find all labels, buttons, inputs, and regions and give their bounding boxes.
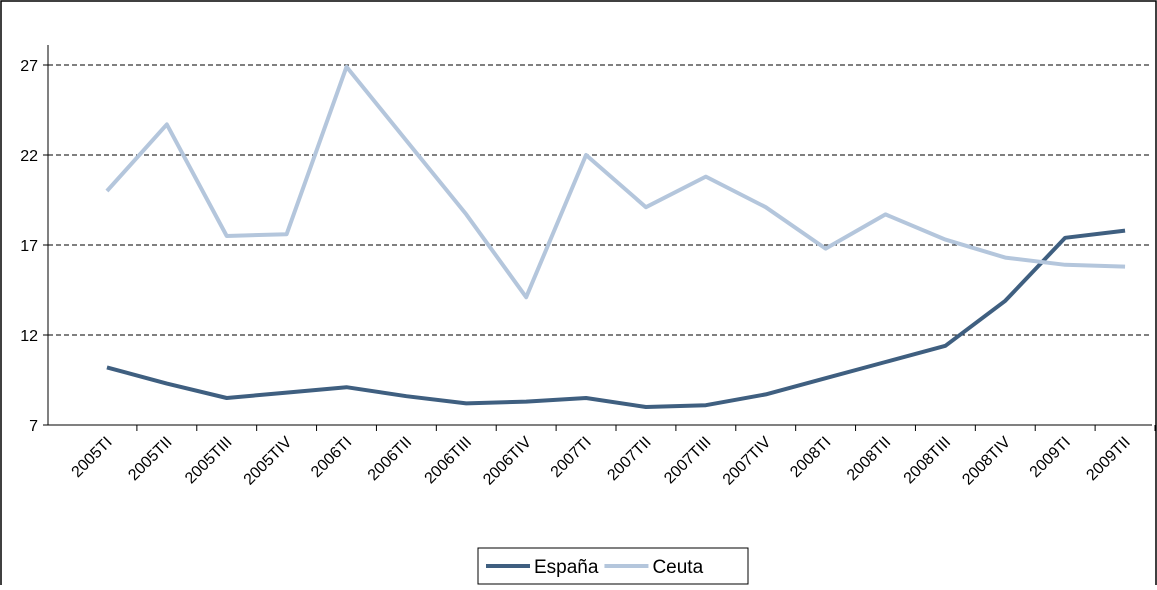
- y-tick-label: 27: [20, 58, 38, 75]
- x-tick-label: 2005TI: [69, 434, 116, 481]
- x-tick-label: 2007TI: [548, 434, 595, 481]
- legend-label: Ceuta: [652, 557, 703, 578]
- x-tick-label: 2009TI: [1027, 434, 1074, 481]
- y-tick-label: 12: [20, 328, 38, 345]
- x-tick-label: 2007TIII: [661, 434, 715, 488]
- x-tick-label: 2008TI: [787, 434, 834, 481]
- x-tick-label: 2006TIII: [422, 434, 476, 488]
- x-tick-label: 2006TI: [308, 434, 355, 481]
- legend-label: España: [534, 557, 599, 578]
- y-tick-label: 7: [29, 418, 38, 435]
- x-tick-label: 2009TII: [1083, 434, 1133, 484]
- x-tick-label: 2005TIV: [241, 434, 296, 489]
- line-series: [106, 228, 1126, 409]
- x-tick-label: 2006TII: [365, 434, 415, 484]
- x-tick-label: 2006TIV: [480, 434, 535, 489]
- line-series: [105, 64, 1126, 300]
- x-tick-label: 2008TIII: [901, 434, 955, 488]
- y-tick-label: 22: [20, 148, 38, 165]
- y-tick-label: 17: [20, 238, 38, 255]
- x-tick-label: 2008TII: [844, 434, 894, 484]
- x-tick-label: 2008TIV: [959, 434, 1014, 489]
- x-tick-label: 2007TIV: [720, 434, 775, 489]
- x-tick-label: 2005TII: [125, 434, 175, 484]
- x-tick-label: 2007TII: [604, 434, 654, 484]
- x-tick-label: 2005TIII: [182, 434, 236, 488]
